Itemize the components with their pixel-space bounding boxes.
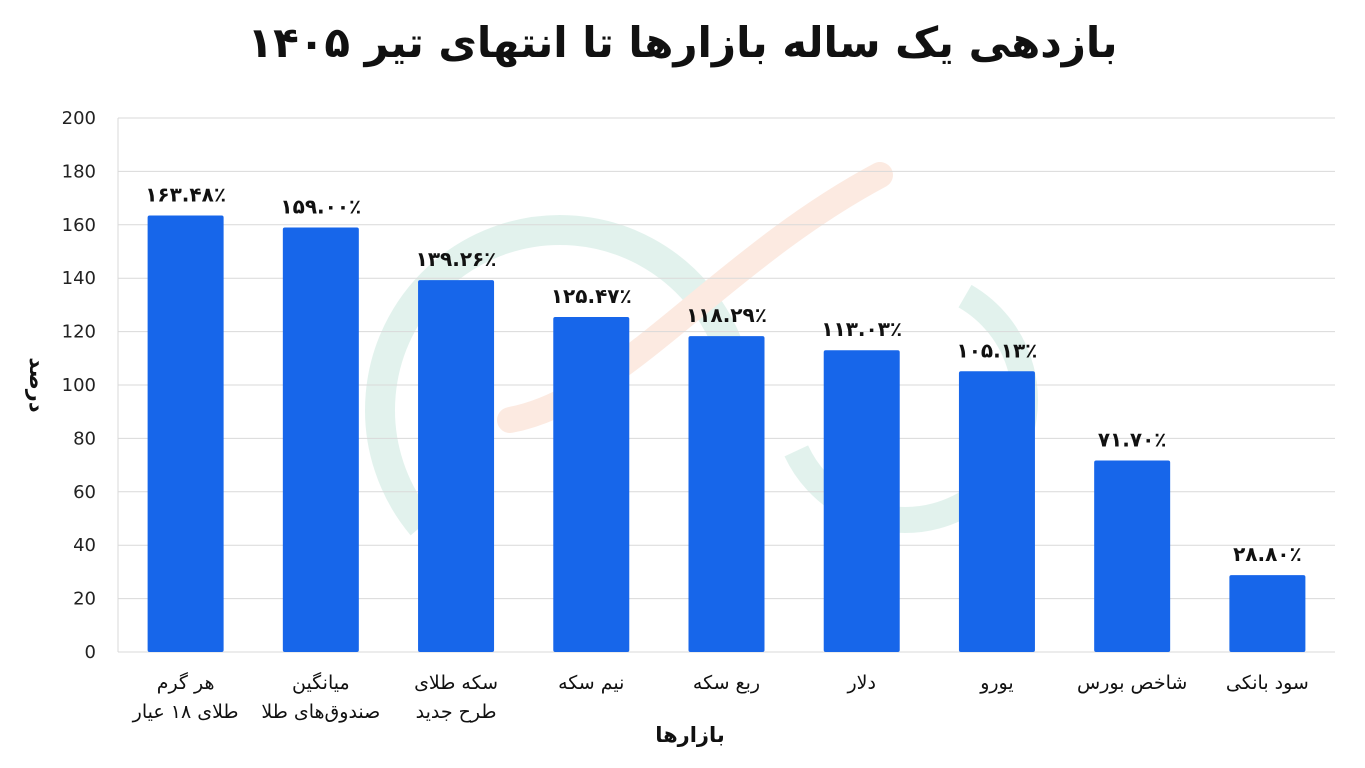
x-tick-label: ربع سکه (693, 672, 760, 694)
x-tick-label: سود بانکی (1226, 672, 1309, 694)
data-label: ۱۶۳.۴۸٪ (145, 183, 226, 207)
y-tick-label: 100 (62, 375, 96, 396)
x-tick-label: صندوق‌های طلا (261, 701, 380, 723)
data-label: ۲۸.۸۰٪ (1233, 542, 1302, 566)
y-tick-label: 160 (62, 215, 96, 236)
y-tick-label: 80 (73, 428, 96, 449)
bar (553, 316, 630, 652)
x-axis-title: بازارها (655, 723, 725, 747)
y-tick-label: 200 (62, 108, 96, 129)
x-tick-label: طرح جدید (416, 701, 497, 723)
x-tick-label: میانگین (292, 671, 350, 694)
y-axis-title: درصد (25, 357, 49, 413)
y-tick-label: 0 (85, 642, 96, 663)
bar (418, 280, 495, 652)
bar (823, 350, 900, 652)
bar (1229, 575, 1306, 652)
x-tick-label: طلای ۱۸ عیار (132, 701, 239, 723)
x-tick-label: هر گرم (157, 671, 215, 694)
bar (147, 215, 224, 652)
bar (688, 336, 765, 652)
data-label: ۱۲۵.۴۷٪ (551, 284, 632, 308)
data-label: ۱۱۸.۲۹٪ (686, 303, 767, 327)
y-tick-label: 60 (73, 482, 96, 503)
bar (958, 371, 1035, 652)
data-label: ۱۵۹.۰۰٪ (280, 194, 361, 218)
data-label: ۱۳۹.۲۶٪ (416, 247, 497, 271)
data-label: ۷۱.۷۰٪ (1098, 428, 1167, 452)
data-label: ۱۰۵.۱۳٪ (957, 338, 1038, 362)
data-label: ۱۱۳.۰۳٪ (821, 317, 902, 341)
x-tick-label: یورو (979, 672, 1013, 694)
y-tick-label: 40 (73, 535, 96, 556)
bar (1094, 460, 1171, 652)
x-tick-label: سکه طلای (414, 672, 498, 694)
y-tick-label: 20 (73, 589, 96, 610)
y-tick-label: 180 (62, 161, 96, 182)
x-tick-label: شاخص بورس (1077, 672, 1187, 694)
x-tick-label: دلار (846, 672, 875, 694)
bar (282, 227, 359, 652)
y-tick-label: 140 (62, 268, 96, 289)
x-tick-label: نیم سکه (558, 672, 624, 694)
chart-title: بازدهی یک ساله بازارها تا انتهای تیر ۱۴۰… (247, 18, 1118, 67)
y-tick-label: 120 (62, 322, 96, 343)
